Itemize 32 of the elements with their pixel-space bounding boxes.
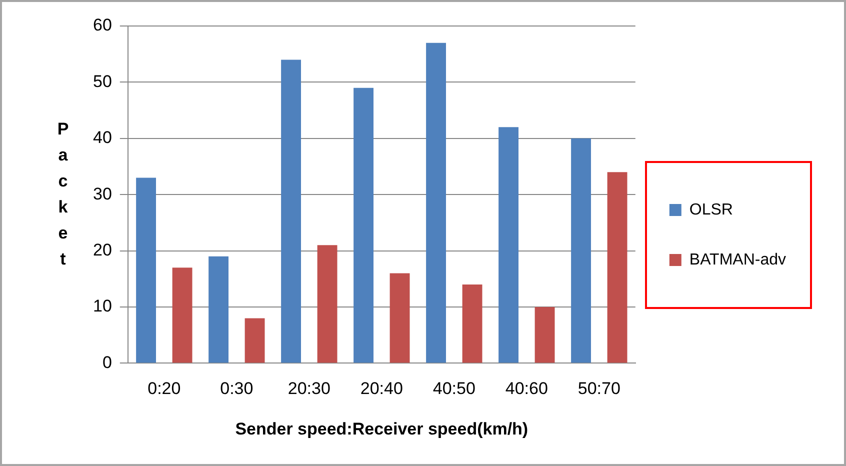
legend-label: OLSR: [689, 201, 733, 218]
y-tick-label: 30: [92, 184, 112, 204]
x-tick-label: 20:30: [288, 379, 330, 398]
bar: [317, 245, 338, 363]
bar: [390, 273, 410, 363]
x-tick-label: 50:70: [578, 379, 620, 398]
bar: [426, 42, 446, 363]
bar: [534, 307, 555, 363]
legend-label: BATMAN-adv: [689, 251, 786, 268]
x-tick-label: 0:30: [220, 379, 254, 398]
bar: [498, 127, 518, 363]
bar: [354, 88, 374, 363]
y-tick-label: 50: [92, 72, 112, 91]
bar: [462, 284, 482, 363]
x-tick-label: 40:50: [432, 379, 476, 398]
x-tick-label: 0:20: [148, 379, 181, 398]
bar: [281, 60, 301, 363]
y-tick-label: 10: [92, 296, 112, 316]
y-tick-label: 60: [92, 16, 112, 35]
y-tick-label: 20: [92, 240, 112, 260]
bar: [136, 178, 156, 363]
bar: [208, 256, 228, 363]
bar: [244, 318, 265, 363]
y-tick-label: 40: [92, 128, 112, 148]
bar: [607, 172, 628, 363]
bar: [172, 268, 192, 363]
y-axis-title: Packet: [57, 119, 69, 268]
bar: [571, 138, 591, 363]
x-tick-label: 40:60: [505, 379, 548, 398]
y-tick-label: 0: [102, 352, 112, 372]
x-axis-title: Sender speed:Receiver speed(km/h): [235, 419, 528, 438]
x-tick-label: 20:40: [360, 379, 403, 398]
